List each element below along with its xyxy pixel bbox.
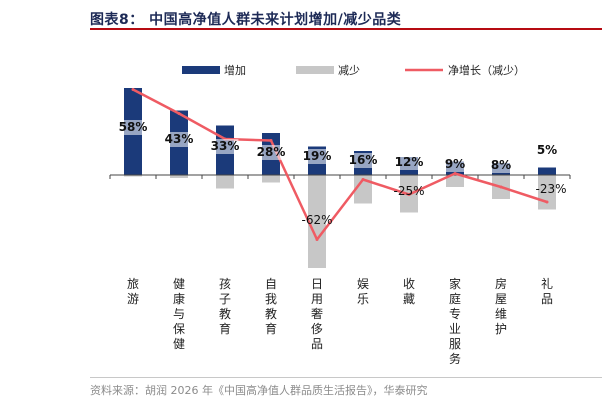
category-label: 旅游 (127, 277, 139, 306)
decrease-bar (446, 175, 464, 187)
decrease-bars (124, 175, 556, 268)
category-labels: 旅游 健康与保健 孩子教育 自我教育 日用奢侈品 娱乐 收藏 家庭专业服务 房屋维护 礼品 (127, 276, 553, 366)
increase-data-label: 9% (445, 157, 465, 171)
net-growth-point (453, 172, 457, 175)
increase-data-label-bg (349, 153, 377, 168)
net-growth-point (131, 88, 135, 91)
increase-data-label: 19% (303, 149, 332, 163)
net-growth-point (361, 178, 365, 181)
net-growth-polyline (132, 88, 548, 241)
increase-data-label: 8% (491, 158, 511, 172)
net-growth-point (269, 139, 273, 142)
legend-label-net: 净增长（减少） (448, 63, 525, 77)
decrease-data-label: -23% (535, 182, 566, 196)
decrease-bar (124, 175, 142, 177)
increase-data-label: 28% (257, 145, 286, 159)
legend-swatch-decrease (296, 66, 334, 74)
increase-data-label: 43% (165, 132, 194, 146)
legend-swatch-increase (182, 66, 220, 74)
category-label: 日用奢侈品 (311, 277, 323, 351)
category-label: 家庭专业服务 (449, 276, 461, 366)
decrease-bar (216, 175, 234, 189)
increase-data-label: 33% (211, 139, 240, 153)
net-growth-point (407, 193, 411, 196)
category-label: 房屋维护 (495, 276, 507, 336)
category-label: 收藏 (403, 277, 415, 306)
x-axis-ticks (109, 175, 571, 179)
decrease-bar (262, 175, 280, 183)
increase-data-label-bg (303, 149, 331, 164)
category-label: 健康与保健 (173, 277, 185, 351)
increase-data-label-bg (537, 143, 557, 158)
increase-data-label: 58% (119, 120, 148, 134)
legend: 增加 减少 净增长（减少） (182, 63, 525, 77)
decrease-data-label: -62% (301, 213, 332, 227)
increase-data-label: 12% (395, 155, 424, 169)
increase-data-label: 5% (537, 143, 557, 157)
net-growth-line (131, 88, 549, 241)
net-growth-point (545, 200, 549, 204)
title-bar: 图表8： 中国高净值人群未来计划增加/减少品类 (90, 8, 602, 30)
category-label: 娱乐 (357, 277, 369, 306)
source-note: 资料来源：胡润 2026 年《中国高净值人群品质生活报告》，华泰研究 (90, 377, 602, 398)
increase-data-label-bg (491, 158, 511, 173)
decrease-bar (170, 175, 188, 178)
next-figure-edge (606, 0, 616, 403)
increase-data-label-bg (395, 155, 423, 170)
legend-label-decrease: 减少 (338, 64, 360, 77)
category-label: 孩子教育 (219, 277, 231, 336)
net-growth-point (499, 185, 503, 189)
net-growth-point (177, 112, 181, 115)
increase-data-label-bg (211, 139, 239, 154)
increase-data-label-bg (445, 157, 465, 172)
increase-data-label: 16% (349, 153, 378, 167)
decrease-data-label: -25% (393, 184, 424, 198)
legend-label-increase: 增加 (224, 63, 246, 77)
data-labels: 58% 43% 33% 28% 19% 16% 12% 9% 8% 5% -62% -25% -23% (119, 120, 567, 227)
increase-bar (538, 167, 556, 175)
decrease-bar (308, 175, 326, 268)
category-label: 自我教育 (265, 277, 277, 336)
net-growth-point (315, 238, 319, 241)
increase-data-label-bg (119, 120, 147, 135)
increase-data-label-bg (165, 132, 193, 147)
increase-data-label-bg (257, 145, 285, 160)
category-label: 礼品 (541, 276, 553, 306)
figure-title: 图表8： 中国高净值人群未来计划增加/减少品类 (90, 12, 402, 28)
